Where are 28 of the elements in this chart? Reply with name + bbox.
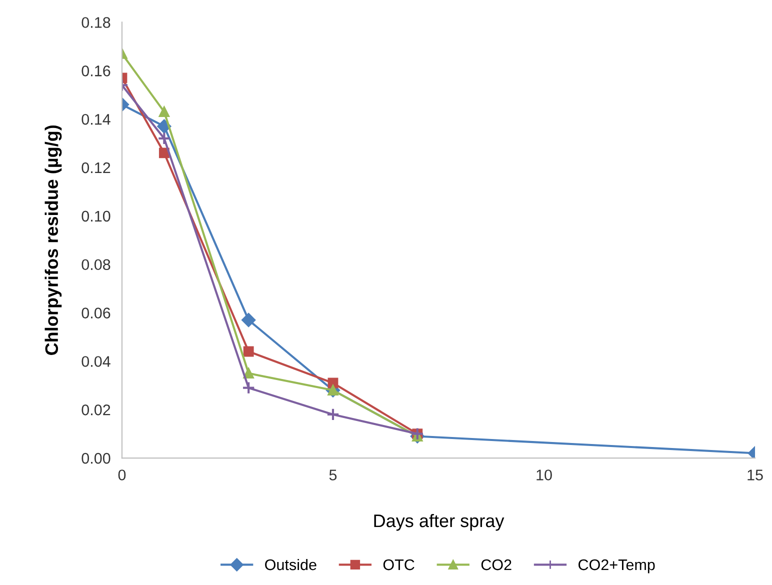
point bbox=[243, 346, 254, 357]
y-tick-label: 0.18 bbox=[82, 17, 110, 28]
y-tick-label: 0.14 bbox=[82, 114, 110, 125]
legend-label: OTC bbox=[383, 559, 414, 570]
x-tick-label: 10 bbox=[536, 470, 552, 480]
point bbox=[158, 132, 171, 146]
point bbox=[243, 368, 254, 379]
y-tick-label: 0.10 bbox=[82, 210, 110, 222]
x-tick-label: 0 bbox=[118, 470, 126, 480]
legend-label: CO2 bbox=[481, 559, 512, 570]
x-tick-label: 5 bbox=[329, 470, 337, 480]
y-tick-label: 0.02 bbox=[82, 404, 110, 416]
legend-label: CO2+Temp bbox=[578, 559, 655, 574]
point bbox=[242, 381, 256, 394]
y-tick-label: 0.00 bbox=[82, 452, 110, 464]
y-tick-label: 0.12 bbox=[82, 162, 110, 174]
x-tick-label: 15 bbox=[748, 470, 763, 480]
legend-label: Outside bbox=[265, 558, 316, 570]
point bbox=[242, 313, 256, 327]
point bbox=[158, 106, 170, 118]
point bbox=[326, 408, 340, 422]
y-axis-title: Chlorpyrifos residue (µg/g) bbox=[44, 125, 62, 355]
y-tick-label: 0.06 bbox=[82, 308, 110, 318]
y-tick-label: 0.16 bbox=[82, 66, 110, 76]
x-axis-title: Days after spray bbox=[374, 514, 504, 531]
y-tick-label: 0.04 bbox=[82, 356, 110, 367]
point bbox=[157, 119, 172, 134]
y-tick-label: 0.08 bbox=[82, 259, 110, 270]
